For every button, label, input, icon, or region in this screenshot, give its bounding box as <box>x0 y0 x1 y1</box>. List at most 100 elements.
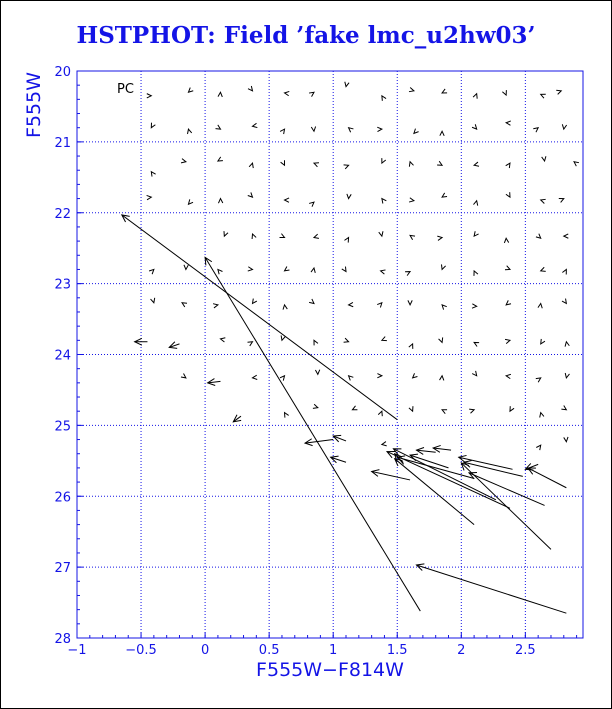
x-tick-label: 1 <box>329 643 337 658</box>
small-vector-marker <box>504 120 511 126</box>
small-vector-marker <box>312 162 320 168</box>
small-vector-marker <box>150 170 156 177</box>
small-vector-marker <box>561 405 568 411</box>
residual-arrow <box>330 456 347 463</box>
small-vector-marker <box>283 411 289 418</box>
small-vector-marker <box>310 126 317 133</box>
residual-arrow <box>393 448 497 501</box>
small-vector-marker <box>562 233 569 239</box>
x-tick-label: −1 <box>67 643 86 658</box>
small-vector-marker <box>504 265 512 271</box>
residual-arrowhead <box>457 454 467 463</box>
residual-arrow <box>394 453 405 465</box>
residual-arrow <box>386 451 511 509</box>
small-vector-marker <box>505 300 512 306</box>
small-vector-marker <box>187 128 193 135</box>
small-vector-marker <box>314 369 321 376</box>
small-vector-marker <box>279 374 286 381</box>
small-vector-marker <box>408 406 414 413</box>
residual-arrowhead <box>370 469 380 477</box>
residual-arrowhead <box>206 378 216 386</box>
small-vector-marker <box>541 156 547 163</box>
small-vector-marker <box>504 338 512 344</box>
residual-arrowhead <box>329 455 339 464</box>
small-vector-marker <box>341 266 347 273</box>
residual-arrowhead <box>408 453 419 462</box>
residual-arrowhead <box>385 450 396 459</box>
residual-arrow <box>333 435 347 442</box>
small-vector-marker <box>247 341 254 347</box>
residual-arrow <box>371 470 411 481</box>
small-vector-marker <box>509 406 515 413</box>
small-vector-marker <box>471 303 478 309</box>
small-vector-marker <box>535 377 542 383</box>
small-vector-marker <box>351 405 358 411</box>
residual-arrow <box>169 343 180 348</box>
residual-arrowhead <box>524 463 534 471</box>
small-vector-marker <box>251 232 257 240</box>
small-vector-marker <box>472 92 478 99</box>
small-vector-marker <box>280 335 286 342</box>
x-tick-label: 2 <box>457 643 465 658</box>
small-vector-marker <box>377 126 384 132</box>
small-vector-marker <box>180 158 188 164</box>
y-tick-label: 22 <box>54 207 71 222</box>
small-vector-marker <box>540 338 546 345</box>
small-vector-marker <box>441 88 448 94</box>
small-vector-marker <box>437 235 444 241</box>
small-vector-marker <box>308 91 315 97</box>
small-vector-marker <box>381 158 387 165</box>
small-vector-marker <box>438 337 444 344</box>
small-vector-marker <box>283 266 290 272</box>
small-vector-marker <box>187 199 194 206</box>
small-vector-marker <box>181 302 188 308</box>
residual-arrowhead <box>415 447 425 455</box>
small-vector-marker <box>312 233 320 239</box>
y-tick-label: 24 <box>54 349 71 364</box>
small-vector-marker <box>215 124 222 130</box>
small-vector-marker <box>473 269 479 276</box>
small-vector-marker <box>343 337 350 343</box>
residual-arrowhead <box>204 256 213 266</box>
y-tick-label: 23 <box>54 278 71 293</box>
small-vector-marker <box>347 374 354 381</box>
small-vector-marker <box>146 194 153 201</box>
small-vector-marker <box>146 93 153 99</box>
residual-arrowhead <box>303 438 313 447</box>
small-vector-marker <box>471 124 478 130</box>
small-vector-marker <box>539 411 545 418</box>
y-tick-label: 27 <box>54 561 71 576</box>
small-vector-marker <box>537 302 543 309</box>
small-vector-marker <box>505 162 511 169</box>
residual-arrow <box>458 456 513 470</box>
residual-arrow <box>525 463 539 470</box>
small-vector-marker <box>251 374 258 380</box>
residual-arrow <box>121 214 398 421</box>
small-vector-marker <box>378 231 384 238</box>
small-vector-marker <box>309 201 315 207</box>
small-vector-marker <box>279 233 286 239</box>
small-vector-marker <box>216 156 223 162</box>
small-vector-marker <box>408 87 416 93</box>
small-vector-marker <box>212 303 220 309</box>
small-vector-marker <box>561 124 568 131</box>
small-vector-marker <box>505 373 512 380</box>
small-vector-marker <box>441 304 447 310</box>
small-vector-marker <box>381 197 387 204</box>
x-tick-label: 0.5 <box>259 643 280 658</box>
small-vector-marker <box>441 264 446 271</box>
small-vector-marker <box>309 298 315 305</box>
small-vector-marker <box>408 160 414 167</box>
small-vector-marker <box>247 266 254 272</box>
small-vector-marker <box>503 237 510 244</box>
small-vector-marker <box>379 269 386 275</box>
residual-arrow <box>304 439 334 444</box>
small-vector-marker <box>536 444 542 451</box>
small-vector-marker <box>347 126 354 133</box>
small-vector-marker <box>377 301 383 308</box>
small-vector-marker <box>380 441 387 447</box>
panel-label: PC <box>117 82 134 97</box>
residual-arrow <box>527 467 567 489</box>
residual-arrow <box>416 449 436 453</box>
small-vector-marker <box>248 162 254 169</box>
